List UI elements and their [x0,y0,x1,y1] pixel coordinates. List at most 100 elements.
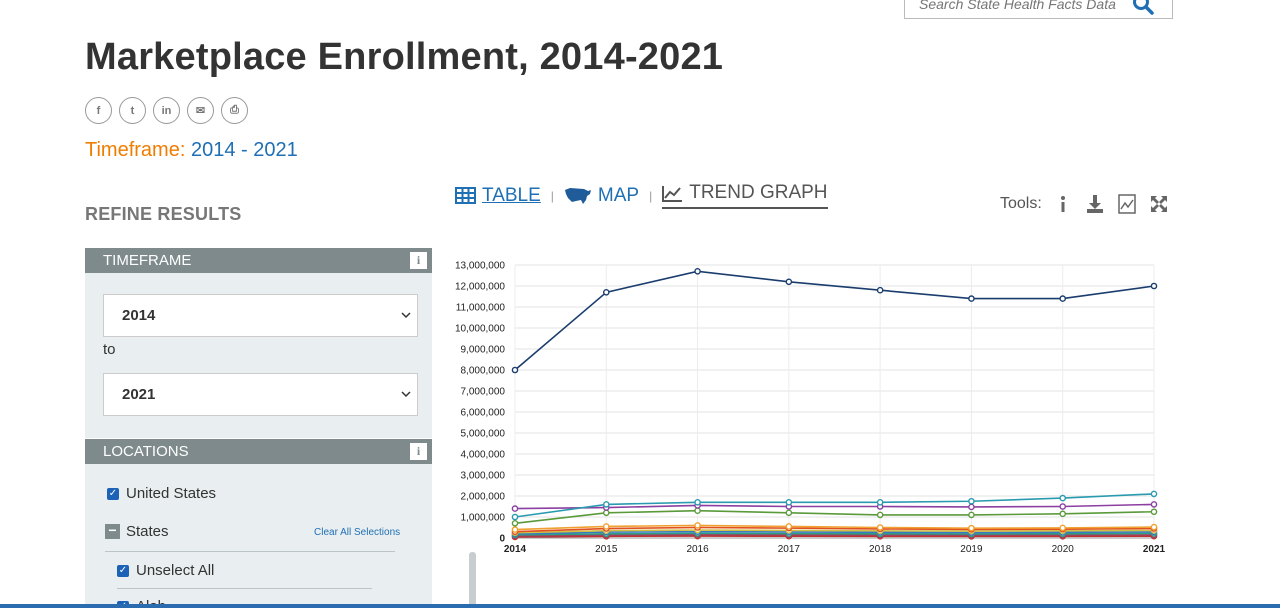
search-box[interactable] [904,0,1173,19]
data-point [785,498,793,506]
y-tick-label: 2,000,000 [461,492,506,503]
page-title: Marketplace Enrollment, 2014-2021 [85,36,724,78]
tab-trend-graph[interactable]: TREND GRAPH [662,182,828,209]
unselect-all-label: Unselect All [136,562,215,579]
email-icon[interactable]: ✉ [187,97,214,124]
tab-table[interactable]: TABLE [455,185,541,207]
location-group-label: States [126,523,169,540]
data-point [511,505,519,512]
tab-map[interactable]: MAP [564,185,639,207]
location-label: Alab [136,598,167,608]
chevron-down-icon [401,374,411,433]
search-input[interactable] [905,0,1125,18]
data-point [968,497,975,505]
divider [117,588,372,589]
data-point [785,509,793,517]
y-tick-label: 8,000,000 [461,366,506,377]
data-point [876,524,884,531]
search-icon[interactable] [1132,0,1154,20]
checkbox-checked-icon[interactable]: ✓ [117,564,129,577]
timeframe-to-value: 2021 [122,386,156,403]
timeframe-panel-title: TIMEFRAME [103,252,192,269]
data-point [1059,494,1067,502]
data-point [968,524,975,532]
data-point [511,526,519,533]
series-line [514,530,1155,535]
us-map-icon [564,187,591,204]
location-label: United States [126,485,217,502]
line-chart-icon [662,185,683,202]
data-point [602,509,610,517]
y-tick-label: 11,000,000 [456,303,506,314]
timeframe-to-select[interactable]: 2021 [103,373,418,416]
data-point [602,289,610,296]
trend-chart: 0 1,000,000 2,000,000 3,000,000 4,000,000 5,0… [452,255,1180,560]
data-point [876,498,884,506]
timeframe-from-select[interactable]: 2014 [103,294,418,337]
y-tick-label: 9,000,000 [461,345,506,356]
y-tick-label: 12,000,000 [455,282,505,293]
tab-trend-graph-label: TREND GRAPH [689,182,828,203]
tab-separator: | [649,188,653,203]
y-tick-label: 6,000,000 [461,408,506,419]
x-tick-label: 2015 [595,544,618,555]
y-tick-label: 3,000,000 [461,471,506,482]
scrollbar[interactable] [469,552,476,608]
to-label: to [103,341,116,358]
series-line [514,493,1155,518]
data-point [694,498,701,506]
info-icon[interactable]: i [410,252,427,269]
tab-map-label: MAP [597,184,640,206]
trend-chart-svg: 0 1,000,000 2,000,000 3,000,000 4,000,000 5,0… [455,261,1166,556]
data-point [694,507,701,514]
share-buttons: f t in ✉ ⎙ [85,97,248,124]
data-point [1059,510,1067,518]
data-point [968,503,975,511]
bottom-bar [0,604,1280,608]
data-point [1150,490,1158,498]
tools-label: Tools: [1000,195,1042,212]
checkbox-checked-icon[interactable]: ✓ [107,487,119,500]
clear-all-selections-link[interactable]: Clear All Selections [314,527,401,538]
data-point [1150,508,1158,516]
locations-panel: ✓ United States − States Clear All Selec… [85,464,476,608]
series-line [514,529,1155,534]
x-tick-label: 2021 [1143,544,1166,555]
series-line [514,270,1155,371]
x-tick-label: 2020 [1052,544,1075,555]
info-icon[interactable]: i [410,443,427,460]
info-icon[interactable] [1052,193,1074,215]
print-icon[interactable]: ⎙ [221,97,248,124]
x-tick-label: 2018 [869,544,892,555]
locations-panel-header: LOCATIONS i [85,439,432,464]
location-states-group[interactable]: − States [105,523,169,540]
series-line [514,526,1155,533]
collapse-icon[interactable]: − [105,523,120,539]
locations-panel-title: LOCATIONS [103,443,189,460]
y-tick-label: 5,000,000 [461,429,506,440]
twitter-icon[interactable]: t [119,97,146,124]
fullscreen-icon[interactable] [1148,193,1170,215]
x-tick-label: 2016 [686,544,709,555]
x-tick-label: 2017 [778,544,801,555]
data-point [1150,523,1158,531]
data-point [876,511,884,519]
series-line [514,535,1155,538]
timeframe-summary: Timeframe: 2014 - 2021 [85,139,298,162]
refine-results-title: REFINE RESULTS [85,204,242,224]
data-point [1150,282,1158,290]
y-tick-label: 1,000,000 [461,513,506,524]
x-tick-label: 2019 [960,544,983,555]
unselect-all-option[interactable]: ✓ Unselect All [117,562,214,579]
data-point [511,366,519,374]
image-export-icon[interactable] [1116,193,1138,215]
facebook-icon[interactable]: f [85,97,112,124]
data-point [694,522,701,529]
location-united-states[interactable]: ✓ United States [107,485,216,502]
linkedin-icon[interactable]: in [153,97,180,124]
timeframe-from-value: 2014 [122,307,156,324]
download-icon[interactable] [1084,193,1106,215]
data-point [694,267,701,275]
tab-separator: | [550,188,554,203]
y-tick-label: 4,000,000 [461,450,506,461]
